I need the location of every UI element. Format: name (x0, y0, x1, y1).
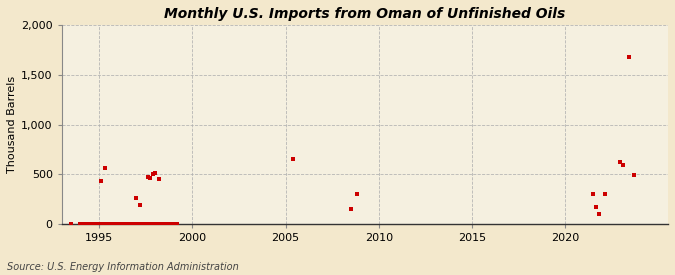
Point (161, 222, 171, 226)
Point (90, 222, 101, 226)
Point (131, 222, 142, 226)
Point (86, 222, 97, 226)
Point (82, 222, 93, 226)
Point (591, 205, 601, 209)
Point (142, 175, 153, 179)
Point (79, 222, 90, 226)
Point (131, 196, 142, 200)
Text: Source: U.S. Energy Information Administration: Source: U.S. Energy Information Administ… (7, 262, 238, 272)
Point (153, 222, 164, 226)
Point (105, 222, 115, 226)
Point (146, 222, 157, 226)
Point (128, 222, 138, 226)
Point (614, 160, 625, 164)
Point (351, 192, 362, 197)
Point (99, 166, 110, 171)
Point (112, 222, 123, 226)
Point (165, 222, 176, 226)
Point (148, 172, 159, 177)
Point (593, 212, 604, 216)
Point (153, 177, 164, 182)
Point (288, 157, 298, 162)
Point (94, 222, 105, 226)
Point (172, 222, 183, 226)
Point (109, 222, 119, 226)
Point (157, 222, 168, 226)
Point (150, 171, 161, 176)
Point (101, 222, 112, 226)
Point (599, 192, 610, 196)
Point (65, 222, 76, 226)
Title: Monthly U.S. Imports from Oman of Unfinished Oils: Monthly U.S. Imports from Oman of Unfini… (164, 7, 566, 21)
Point (97, 222, 108, 226)
Point (119, 222, 130, 226)
Point (135, 222, 146, 226)
Point (75, 222, 86, 226)
Point (168, 222, 179, 226)
Point (629, 173, 640, 178)
Point (618, 163, 628, 168)
Point (150, 222, 161, 226)
Y-axis label: Thousand Barrels: Thousand Barrels (7, 76, 17, 173)
Point (116, 222, 127, 226)
Point (138, 222, 149, 226)
Point (588, 192, 599, 197)
Point (96, 179, 107, 184)
Point (135, 203, 146, 207)
Point (124, 222, 134, 226)
Point (145, 176, 156, 181)
Point (624, 55, 634, 59)
Point (346, 207, 356, 211)
Point (142, 222, 153, 226)
